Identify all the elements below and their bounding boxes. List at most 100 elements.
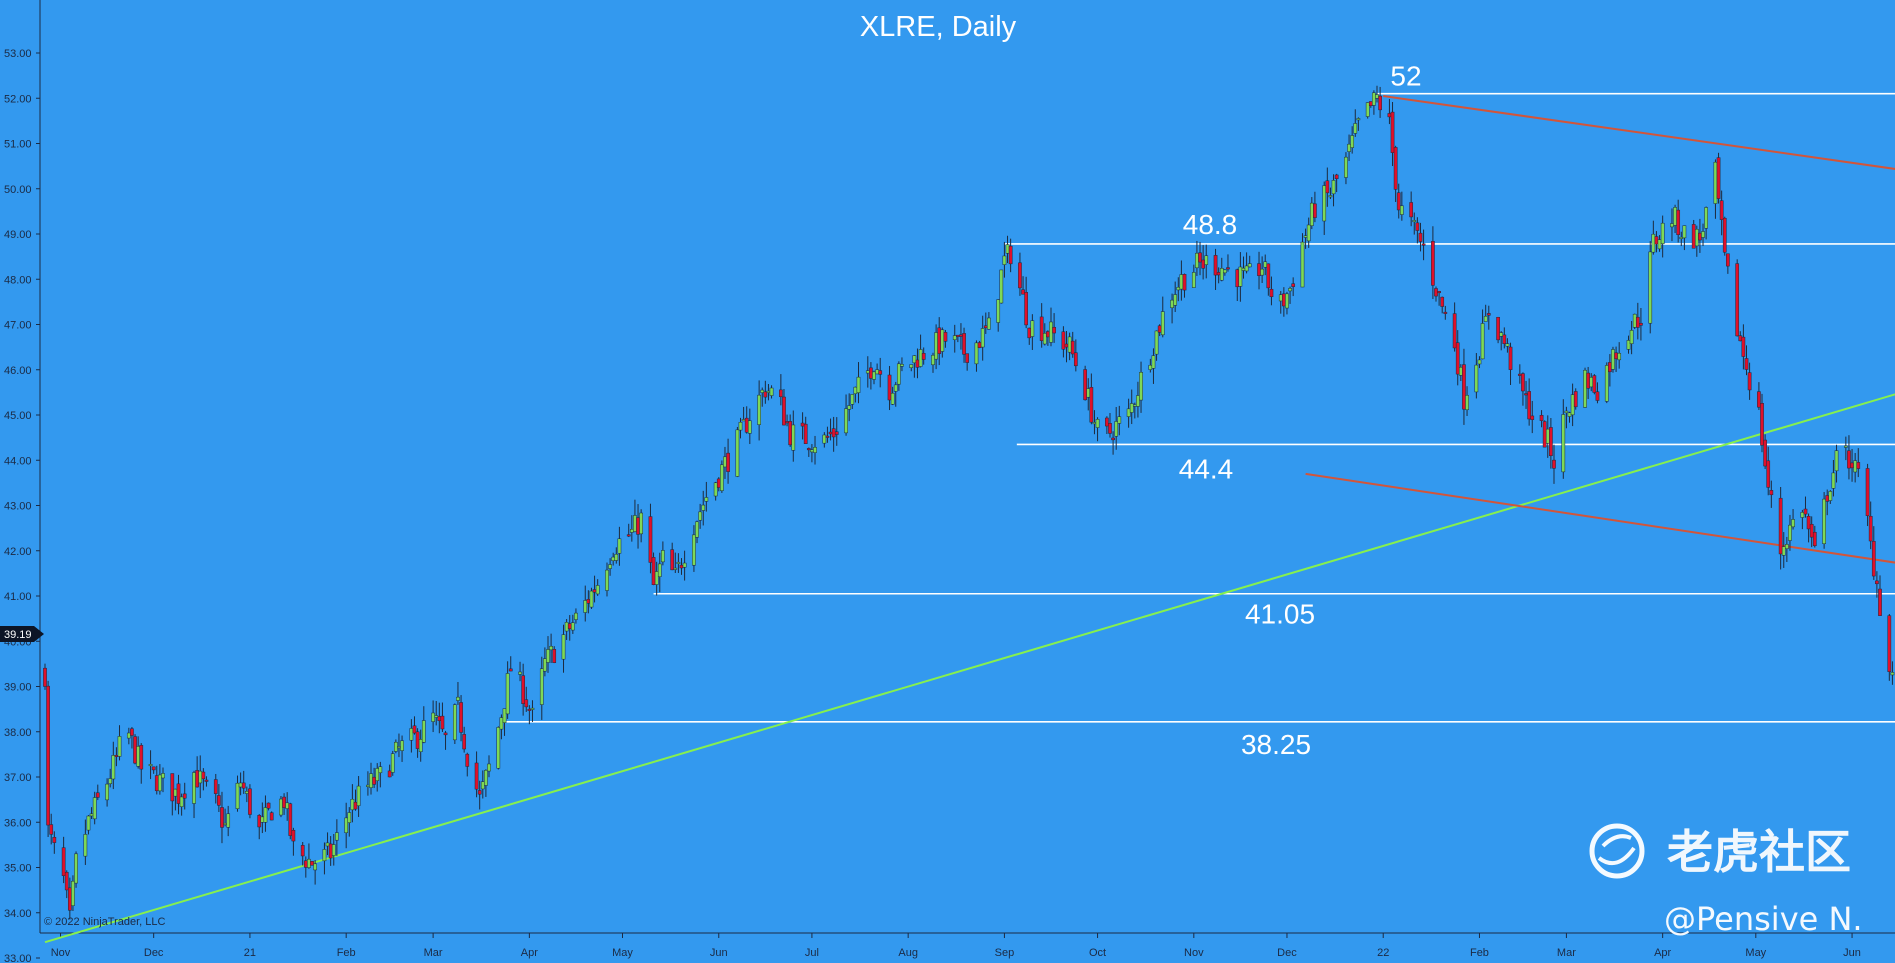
candle (1257, 251, 1261, 290)
candle (1154, 330, 1159, 361)
candle (912, 355, 917, 378)
candle (726, 438, 730, 484)
candle (518, 661, 522, 682)
candle (1887, 613, 1892, 681)
candle (285, 792, 290, 821)
candle (1309, 197, 1314, 230)
candle (1856, 448, 1861, 478)
watermark-brand-text: 老虎社区 (1667, 825, 1851, 879)
candle (782, 388, 786, 426)
candle (570, 614, 575, 634)
x-tick-label: Jul (805, 947, 819, 959)
candles (43, 85, 1895, 920)
y-tick-label: 53.00 (4, 48, 32, 60)
candle (1847, 435, 1851, 480)
candle (701, 490, 706, 526)
x-tick-label: Jun (710, 947, 728, 959)
candle (543, 647, 547, 677)
candle (1195, 240, 1199, 276)
candle (95, 784, 100, 801)
candle (1462, 348, 1466, 425)
candle (1353, 109, 1358, 137)
candle (1673, 204, 1677, 234)
candle (263, 795, 268, 832)
candle (549, 633, 553, 663)
candle (769, 385, 774, 399)
candle (1654, 231, 1659, 253)
candle (350, 784, 355, 823)
candle (1151, 348, 1156, 384)
candle (1070, 331, 1075, 358)
candle (965, 353, 970, 371)
y-tick-label: 37.00 (4, 772, 32, 784)
candle (1198, 241, 1202, 276)
candle (698, 503, 702, 529)
candle (853, 386, 858, 403)
candle (589, 587, 594, 609)
candle (117, 725, 122, 761)
candle (1260, 256, 1264, 283)
candle (369, 762, 373, 795)
candle (875, 363, 879, 375)
candle (1136, 381, 1140, 418)
x-tick-label: 21 (244, 947, 256, 959)
candle (434, 700, 439, 726)
candle (900, 357, 904, 372)
candle (151, 766, 156, 774)
candle (1204, 244, 1209, 279)
x-tick-label: May (612, 947, 633, 959)
candle (1095, 417, 1100, 442)
candle (1223, 269, 1227, 276)
candle (1132, 402, 1137, 419)
candle (375, 763, 380, 792)
date-axis: Nov Dec 21 Feb Mar Apr May Jun Jul Aug Sep Oct Nov De… (40, 932, 1895, 959)
candle (1648, 241, 1653, 334)
candle (52, 831, 57, 854)
candle (1890, 661, 1895, 685)
candle (1111, 431, 1115, 455)
candle (1313, 191, 1317, 223)
x-tick-label: Jun (1843, 947, 1861, 959)
x-tick-label: May (1745, 947, 1766, 959)
candle (1766, 446, 1771, 496)
candle (1698, 218, 1702, 253)
candle (1785, 536, 1789, 562)
candle (1431, 226, 1435, 300)
candle (980, 315, 985, 361)
level-label-44.4: 44.4 (1179, 453, 1234, 484)
candle (1064, 331, 1069, 363)
candle (64, 870, 69, 899)
candle (1365, 102, 1370, 119)
candle (269, 811, 274, 821)
candle (785, 414, 789, 427)
candle (1595, 382, 1600, 404)
candle (962, 327, 966, 363)
candle (1399, 191, 1404, 221)
y-tick-label: 52.00 (4, 93, 32, 105)
candle (1241, 256, 1246, 279)
candle (1244, 252, 1249, 274)
candle (1763, 434, 1767, 469)
candle (720, 460, 724, 493)
candle (921, 347, 926, 365)
candle (1018, 252, 1022, 296)
candle (223, 808, 227, 827)
candle (1822, 492, 1826, 549)
candle (1521, 372, 1525, 406)
candle (1263, 254, 1268, 276)
candle (806, 447, 811, 457)
candle (1042, 323, 1047, 346)
candle (850, 394, 855, 409)
x-tick-label: Dec (144, 947, 164, 959)
level-label-38.25: 38.25 (1241, 729, 1311, 760)
candle (723, 446, 727, 479)
candle (679, 558, 684, 575)
candle (539, 656, 544, 720)
candle (1213, 248, 1218, 290)
candle (1871, 526, 1876, 580)
candle (1291, 277, 1296, 297)
candle (1542, 420, 1547, 448)
trendlines (44, 94, 1895, 944)
candle (1803, 496, 1808, 518)
candle (195, 756, 199, 788)
